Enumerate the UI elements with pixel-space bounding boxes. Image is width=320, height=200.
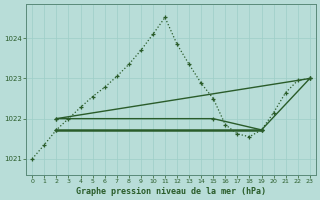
X-axis label: Graphe pression niveau de la mer (hPa): Graphe pression niveau de la mer (hPa) [76,187,266,196]
